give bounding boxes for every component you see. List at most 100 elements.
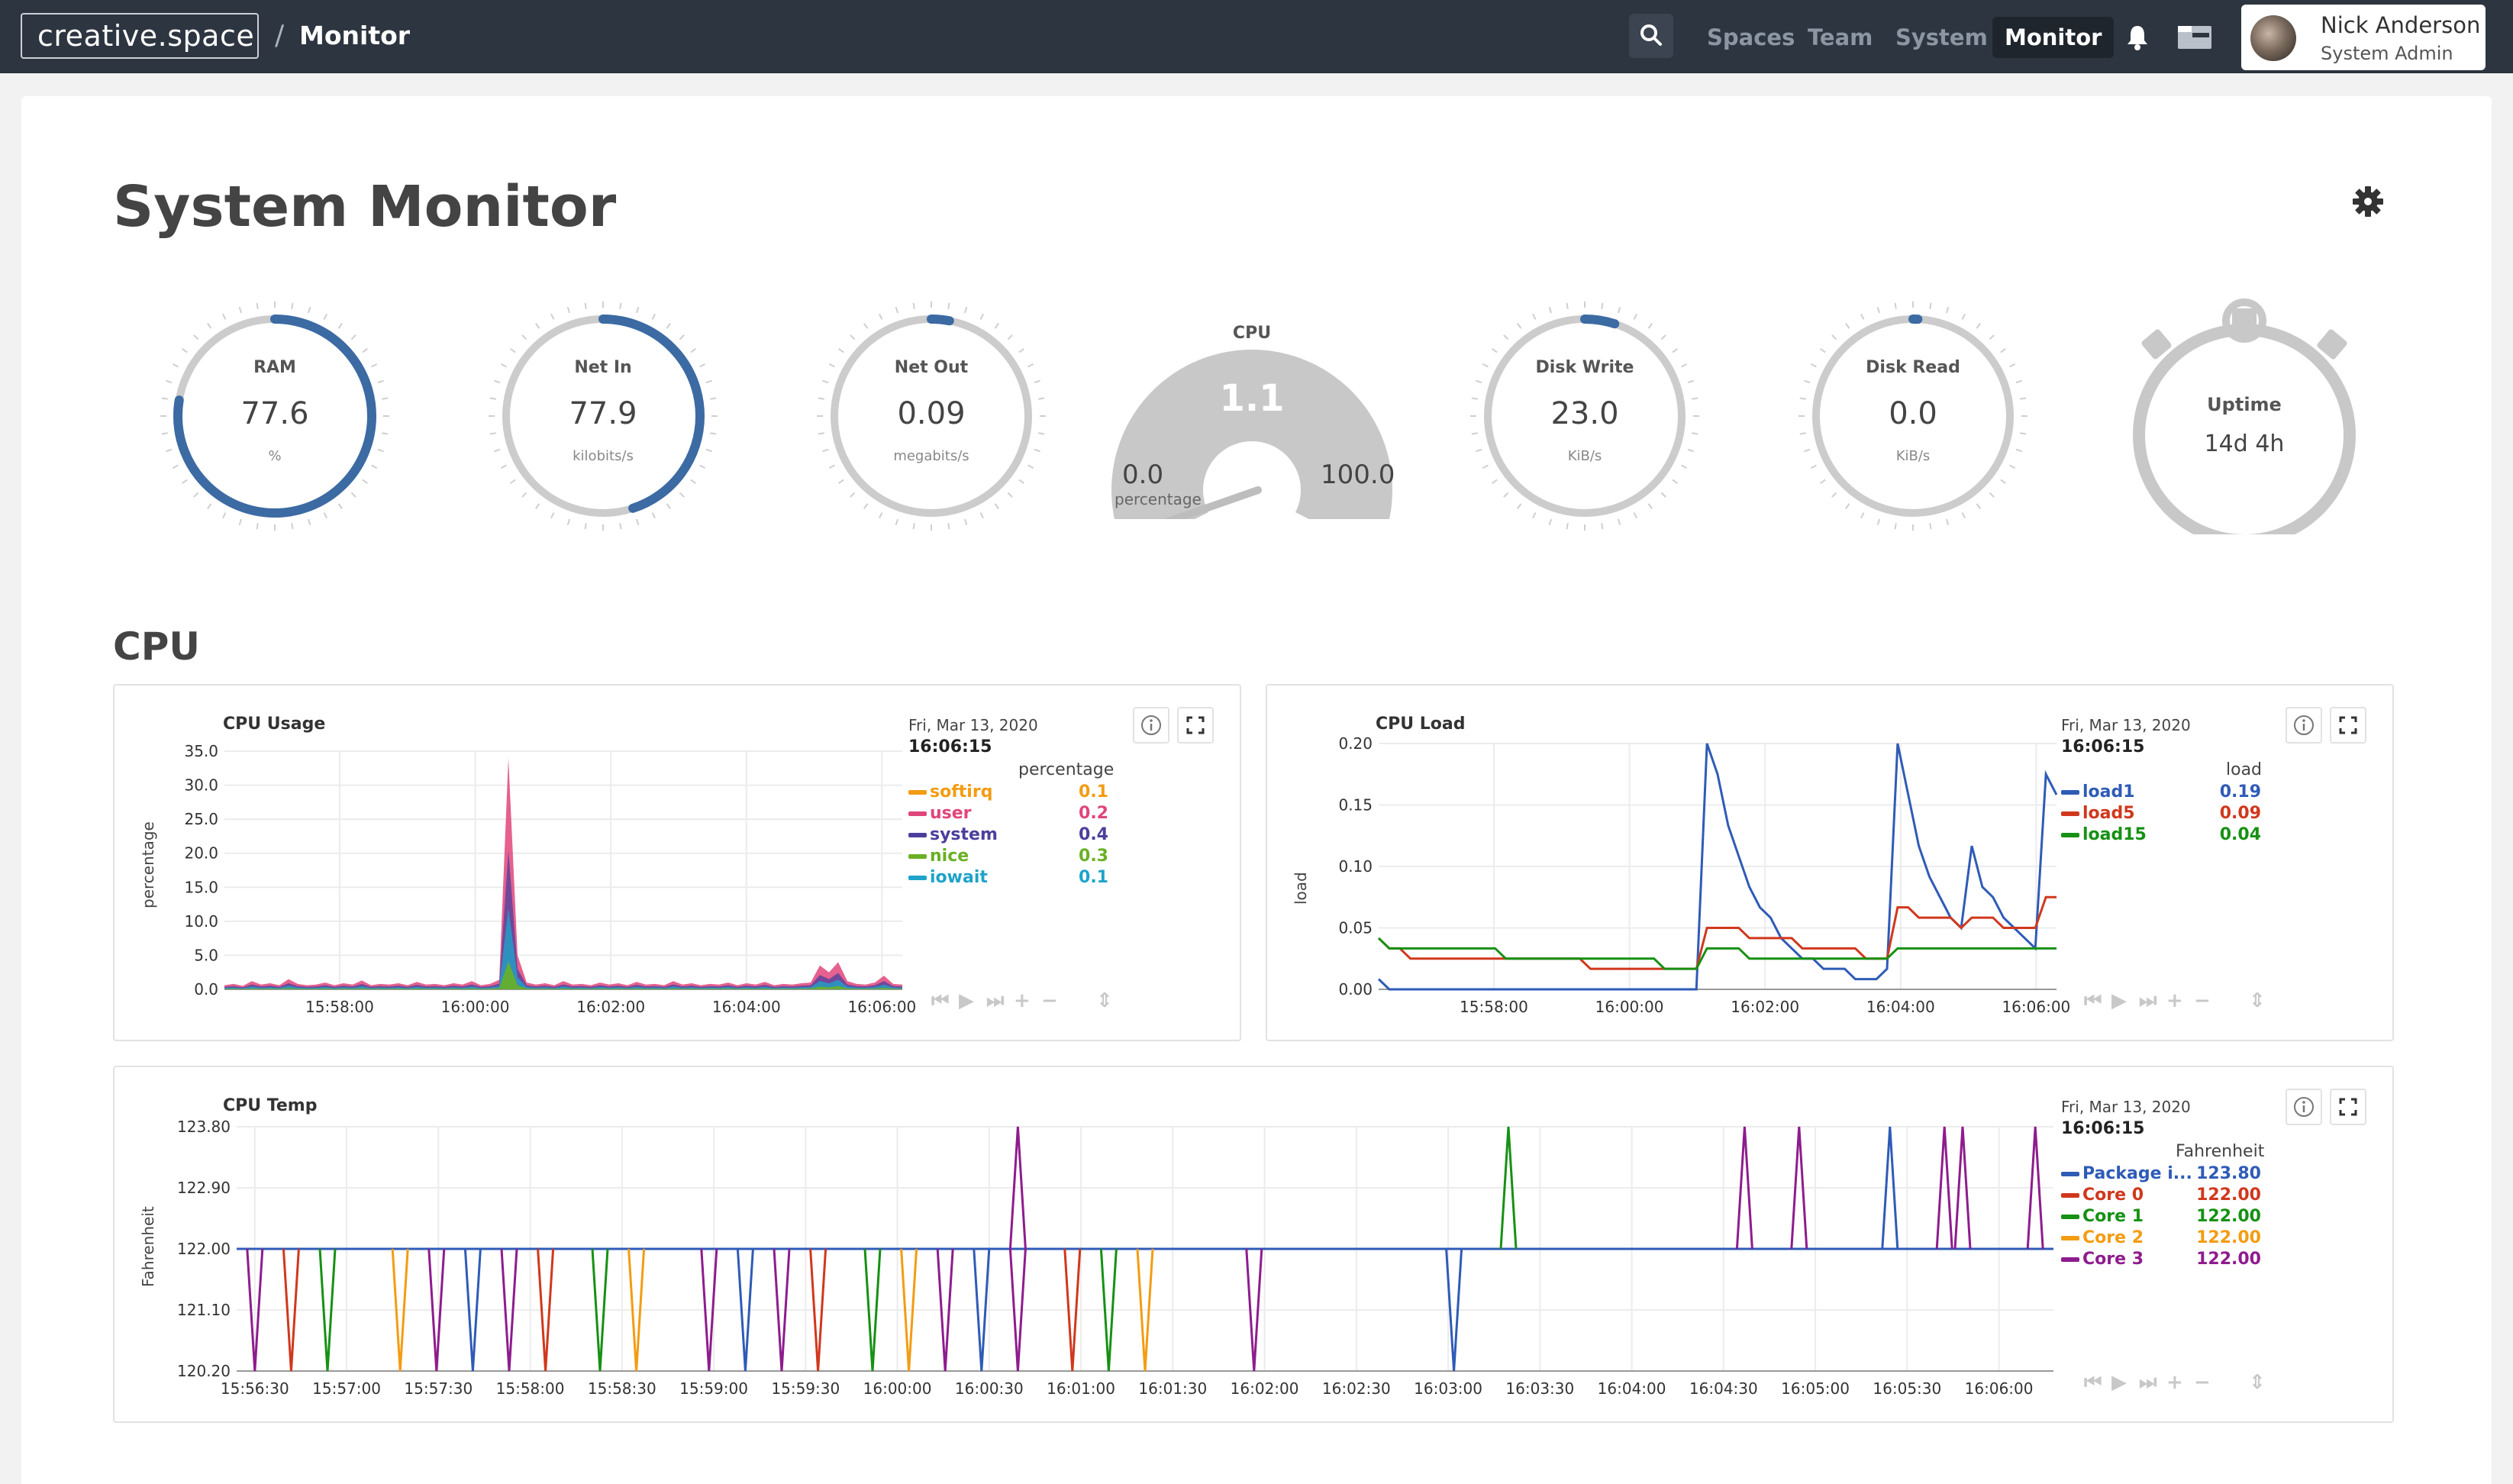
- x-tick-label: 15:58:00: [496, 1379, 565, 1398]
- chart-cpu-temp-play-control[interactable]: ▶: [2111, 1371, 2127, 1394]
- legend-series-name: Core 1: [2082, 1207, 2144, 1226]
- brand-logo[interactable]: creative.space: [21, 13, 259, 59]
- chart-cpu-load-zoom-in-control[interactable]: +: [2166, 989, 2183, 1012]
- nav-team[interactable]: Team: [1808, 24, 1873, 50]
- chart-cpu-usage-fullscreen-button[interactable]: [1177, 707, 1214, 744]
- uptime-label: Uptime: [2207, 394, 2282, 415]
- legend-swatch: [908, 790, 927, 795]
- chart-cpu-usage-play-control[interactable]: ▶: [959, 989, 974, 1012]
- legend-entry[interactable]: load15 0.04: [2061, 824, 2261, 846]
- info-icon: [2294, 1097, 2314, 1117]
- legend-swatch: [2061, 811, 2079, 816]
- legend-entry[interactable]: Core 0 122.00: [2061, 1185, 2261, 1206]
- legend-entry[interactable]: user 0.2: [908, 803, 1108, 824]
- chart-cpu-load-rewind-control[interactable]: ⏮: [2084, 989, 2102, 1012]
- chart-cpu-usage-zoom-out-control[interactable]: −: [1041, 989, 1058, 1012]
- y-tick-label: 5.0: [194, 946, 218, 964]
- legend-entry[interactable]: iowait 0.1: [908, 867, 1108, 889]
- chart-cpu-load-play-control[interactable]: ▶: [2111, 989, 2127, 1012]
- temp-spike: [1499, 1126, 1518, 1250]
- legend-entry[interactable]: softirq 0.1: [908, 782, 1108, 803]
- chart-cpu-load-zoom-out-control[interactable]: −: [2194, 989, 2211, 1012]
- chart-cpu-load-forward-control[interactable]: ⏭: [2139, 989, 2157, 1012]
- series-load5-line: [1377, 895, 2057, 970]
- legend-swatch: [2061, 790, 2079, 795]
- chart-cpu-usage-zoom-in-control[interactable]: +: [1014, 989, 1031, 1012]
- chart-cpu-usage-rewind-control[interactable]: ⏮: [931, 989, 950, 1012]
- chart-cpu-temp-zoom-out-control[interactable]: −: [2194, 1371, 2211, 1394]
- legend-series-value: 122.00: [2196, 1250, 2261, 1269]
- y-tick-label: 30.0: [184, 776, 218, 795]
- section-cpu-title: CPU: [113, 624, 200, 669]
- legend-entry[interactable]: Package i... 123.80: [2061, 1163, 2261, 1185]
- chart-cpu-load-fullscreen-button[interactable]: [2330, 707, 2366, 744]
- nav-system[interactable]: System: [1895, 24, 1988, 50]
- user-menu[interactable]: Nick Anderson System Admin: [2241, 5, 2486, 70]
- legend-entry[interactable]: Core 1 122.00: [2061, 1206, 2261, 1228]
- chart-cpu-load-info-button[interactable]: [2286, 707, 2322, 744]
- legend-entry[interactable]: system 0.4: [908, 824, 1108, 846]
- chart-cpu-temp-forward-control[interactable]: ⏭: [2139, 1371, 2157, 1394]
- temp-dip: [1245, 1248, 1263, 1372]
- chart-cpu-usage-legend-unit: percentage: [1018, 760, 1115, 779]
- gauge-label: Disk Read: [1866, 358, 1960, 377]
- gauge-ring: [1798, 302, 2027, 531]
- x-tick-label: 16:00:00: [441, 998, 510, 1016]
- legend-swatch: [908, 811, 927, 816]
- chart-cpu-temp-info-button[interactable]: [2286, 1089, 2322, 1125]
- gauge-ring: [160, 302, 389, 531]
- gauge-value: 77.6: [240, 396, 309, 431]
- chart-cpu-load-title: CPU Load: [1376, 715, 1466, 734]
- temp-dip: [863, 1248, 882, 1372]
- x-tick-label: 15:58:30: [588, 1379, 656, 1398]
- chart-cpu-usage-info-button[interactable]: [1133, 707, 1169, 744]
- y-tick-label: 0.00: [1338, 980, 1373, 998]
- gauge-fill: [502, 315, 705, 518]
- legend-entry[interactable]: load5 0.09: [2061, 803, 2261, 824]
- gauge-disk-write: Disk Write 23.0 KiB/s: [1470, 302, 1699, 531]
- legend-entry[interactable]: Core 2 122.00: [2061, 1228, 2261, 1249]
- chart-cpu-temp-resize-control[interactable]: ⇕: [2249, 1371, 2266, 1394]
- chart-cpu-load-resize-control[interactable]: ⇕: [2249, 989, 2266, 1012]
- legend-series-name: Package i...: [2082, 1164, 2192, 1183]
- legend-entry[interactable]: Core 3 122.00: [2061, 1249, 2261, 1270]
- temp-spike: [1935, 1126, 1953, 1250]
- chart-cpu-usage-plot[interactable]: 35.0 30.0 25.0 20.0 15.0 10.0 5.0 0.0 15:58:00 16…: [163, 744, 933, 1028]
- chart-cpu-temp-rewind-control[interactable]: ⏮: [2084, 1371, 2102, 1394]
- y-tick-label: 25.0: [184, 810, 218, 828]
- chart-cpu-load-legend-unit: load: [2226, 760, 2263, 779]
- nav-spaces[interactable]: Spaces: [1707, 24, 1795, 50]
- gauge-value: 77.9: [569, 396, 637, 431]
- x-tick-label: 15:59:00: [679, 1379, 748, 1398]
- fullscreen-icon: [2339, 716, 2357, 734]
- folder-icon[interactable]: [2176, 21, 2214, 52]
- uptime-value: 14d 4h: [2204, 431, 2285, 457]
- chart-cpu-usage-forward-control[interactable]: ⏭: [986, 989, 1005, 1012]
- gauge-label: RAM: [253, 358, 296, 377]
- series-load1-line: [1377, 743, 2058, 991]
- avatar: [2250, 15, 2296, 61]
- y-tick-label: 121.10: [177, 1301, 231, 1319]
- chart-cpu-temp-fullscreen-button[interactable]: [2330, 1089, 2366, 1125]
- y-tick-label: 35.0: [184, 744, 218, 760]
- legend-entry[interactable]: load1 0.19: [2061, 782, 2261, 803]
- legend-series-name: nice: [930, 847, 969, 866]
- user-name: Nick Anderson: [2321, 12, 2481, 38]
- search-button[interactable]: [1629, 14, 1673, 58]
- chart-cpu-temp-zoom-in-control[interactable]: +: [2166, 1371, 2183, 1394]
- gear-icon[interactable]: [2351, 185, 2385, 218]
- gauge-net-in: Net In 77.9 kilobits/s: [489, 302, 718, 531]
- chart-cpu-load-plot[interactable]: 0.20 0.15 0.10 0.05 0.00 15:58:00 16:00:00 16:0…: [1318, 736, 2087, 1028]
- y-tick-label: 0.0: [194, 980, 218, 998]
- bell-icon[interactable]: [2122, 21, 2153, 52]
- x-tick-label: 16:04:00: [1598, 1379, 1666, 1398]
- nav-monitor[interactable]: Monitor: [1992, 17, 2115, 58]
- x-tick-label: 15:58:00: [1460, 998, 1528, 1016]
- legend-entry[interactable]: nice 0.3: [908, 846, 1108, 867]
- y-tick-label: 0.05: [1338, 919, 1373, 937]
- chart-cpu-usage-resize-control[interactable]: ⇕: [1096, 989, 1113, 1012]
- chart-cpu-temp-legend-time: 16:06:15: [2061, 1119, 2145, 1138]
- gauge-ring: [1470, 302, 1699, 531]
- temp-dip: [1099, 1248, 1118, 1372]
